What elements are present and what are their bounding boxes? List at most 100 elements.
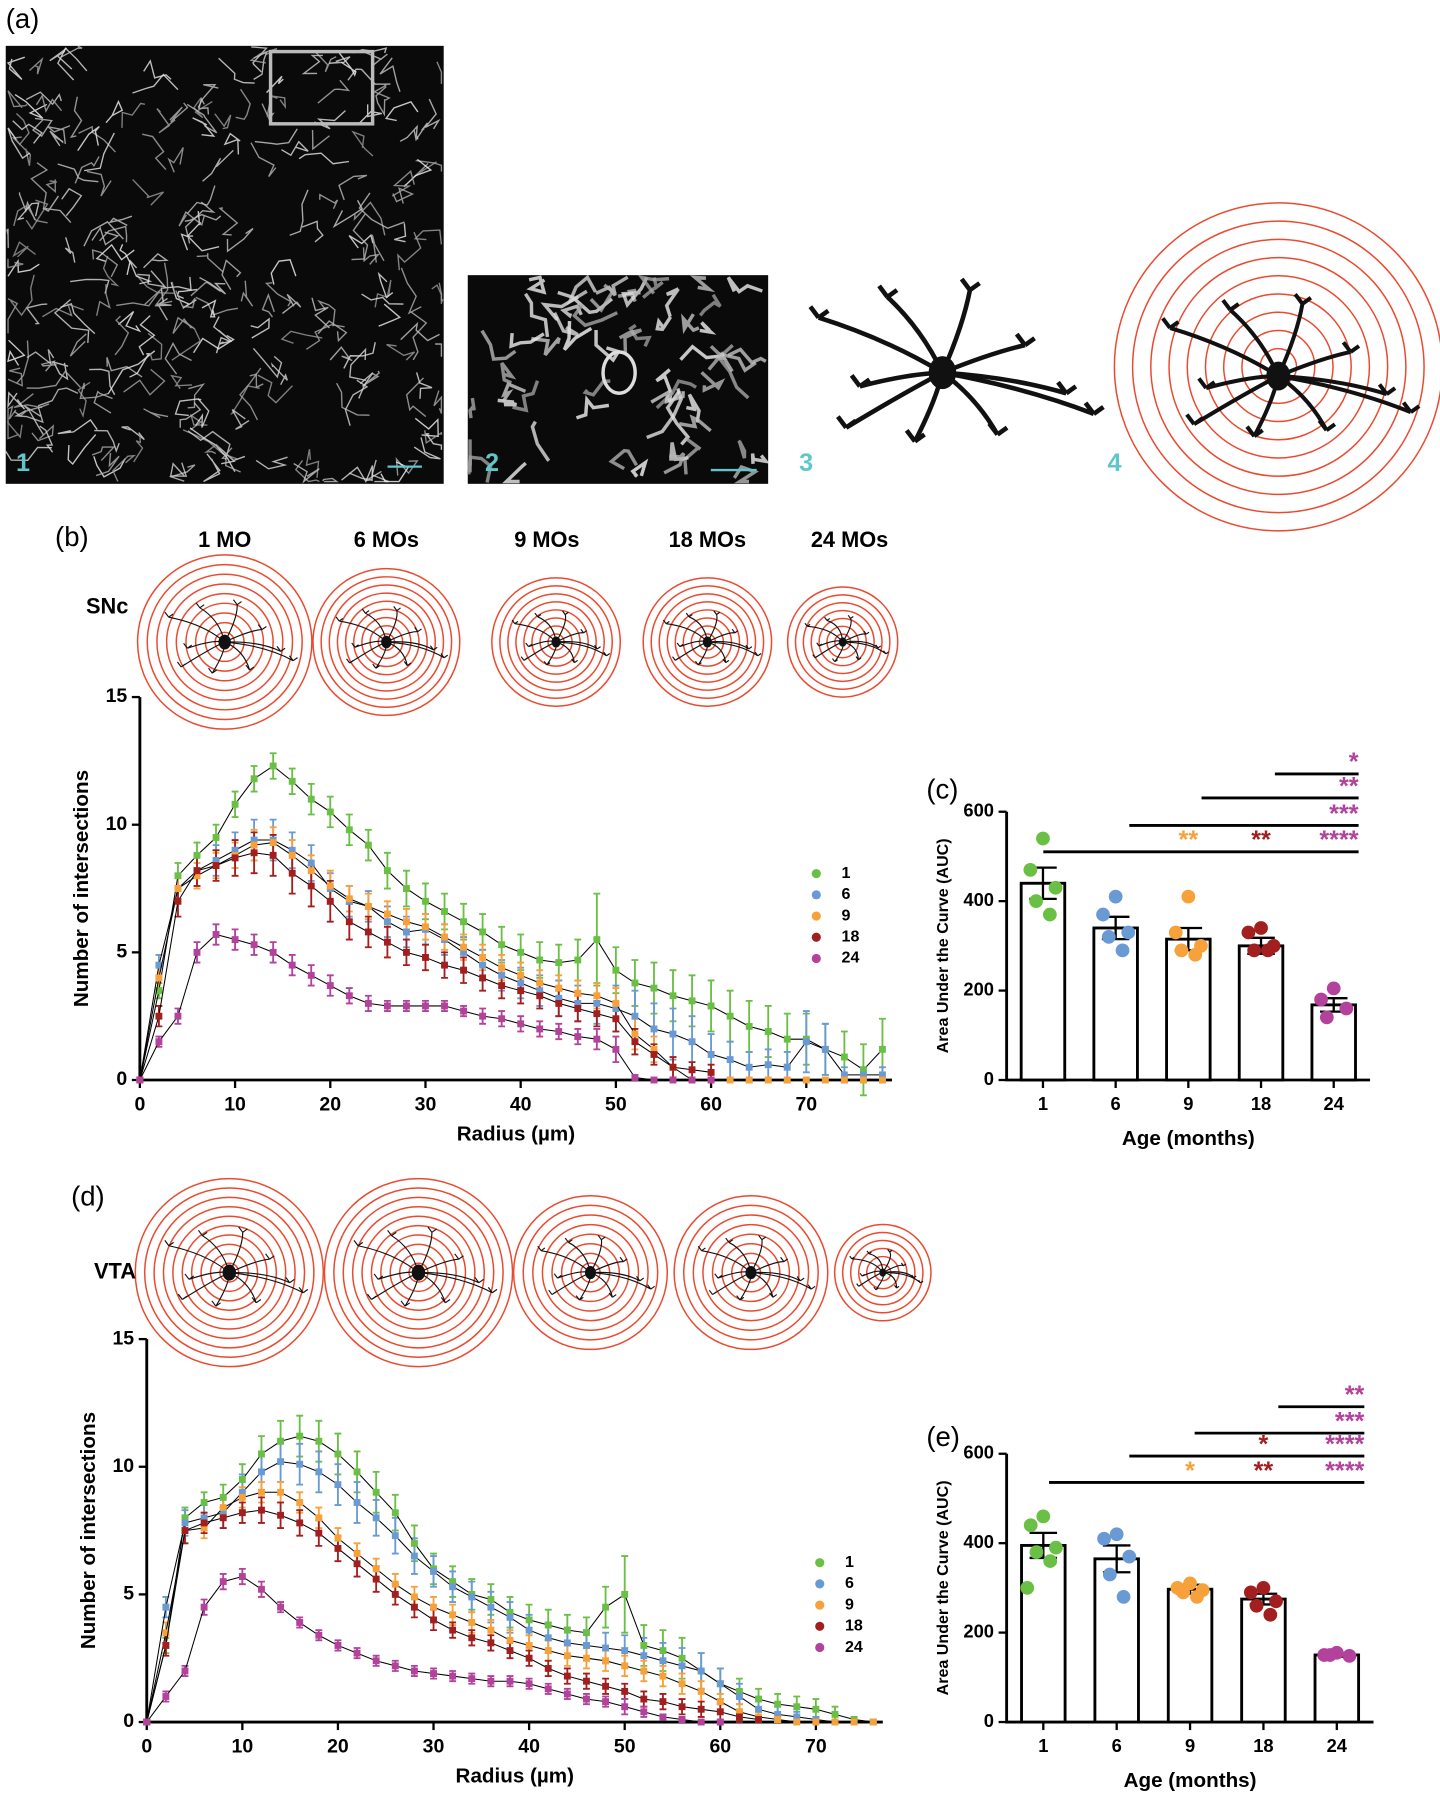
process <box>377 271 394 299</box>
bar <box>1092 926 1139 1082</box>
significance-label: ** <box>1339 772 1359 800</box>
legend-marker <box>811 869 821 879</box>
process <box>25 199 49 230</box>
data-point <box>774 1710 782 1718</box>
process <box>89 368 116 396</box>
process <box>49 47 73 70</box>
process <box>84 132 115 172</box>
data-point <box>212 857 220 864</box>
process <box>497 398 517 407</box>
process <box>239 367 262 421</box>
process <box>750 453 770 464</box>
data-point <box>544 1664 552 1672</box>
process <box>185 210 202 237</box>
process <box>683 437 702 475</box>
process <box>608 448 639 471</box>
process <box>281 140 309 157</box>
process <box>240 280 254 307</box>
legend-label: 18 <box>845 1617 863 1635</box>
sholl-ring <box>190 1234 268 1311</box>
data-point <box>353 1499 361 1506</box>
process <box>83 220 124 247</box>
data-point <box>678 1662 686 1670</box>
data-point <box>612 1045 620 1053</box>
data-point <box>1269 1594 1283 1609</box>
process <box>26 370 81 389</box>
data-point <box>621 1647 629 1654</box>
process <box>93 456 126 478</box>
process <box>7 405 17 424</box>
sholl-ring <box>351 1206 486 1340</box>
soma <box>928 356 957 390</box>
legend-label: 24 <box>842 949 860 967</box>
data-point <box>498 941 506 949</box>
bar <box>1019 881 1067 1082</box>
sholl-ring <box>175 592 274 692</box>
data-point <box>555 959 563 967</box>
process <box>171 320 202 361</box>
process <box>193 97 213 119</box>
process <box>433 390 443 414</box>
process <box>413 437 441 460</box>
sholl-ring <box>1186 275 1371 459</box>
process <box>250 317 270 339</box>
y-tick-label: 0 <box>116 1068 127 1090</box>
process <box>438 282 444 304</box>
process <box>361 293 404 305</box>
data-point <box>250 775 258 783</box>
process <box>372 84 391 101</box>
data-point <box>707 1068 715 1076</box>
process <box>386 343 416 361</box>
data-point <box>391 1509 399 1517</box>
process <box>226 227 254 253</box>
data-point <box>353 1550 361 1557</box>
process <box>30 162 49 210</box>
process <box>315 51 337 73</box>
process <box>116 289 162 307</box>
x-tick-label: 10 <box>231 1735 253 1757</box>
data-point <box>364 902 372 910</box>
x-axis-title: Age (months) <box>1122 1127 1255 1150</box>
data-point <box>391 1590 399 1598</box>
micrograph <box>467 275 769 484</box>
process <box>119 244 131 276</box>
data-point <box>334 1534 342 1542</box>
data-point <box>536 979 544 987</box>
data-point <box>449 1583 457 1591</box>
data-point <box>403 918 410 926</box>
sholl-ring <box>136 554 313 730</box>
soma <box>601 350 637 395</box>
process <box>221 259 242 290</box>
data-point <box>288 846 296 854</box>
sholl-ring <box>312 567 461 717</box>
process <box>170 374 192 390</box>
process <box>215 336 233 354</box>
process <box>621 276 649 309</box>
sholl-ring <box>523 609 589 675</box>
process <box>14 94 48 119</box>
data-point <box>193 867 201 875</box>
process <box>184 201 216 244</box>
data-point <box>277 1603 285 1611</box>
process <box>31 117 53 138</box>
sholl-ring <box>1113 202 1440 532</box>
process <box>250 142 277 177</box>
x-axis-title: Radius (µm) <box>457 1122 575 1145</box>
process <box>251 46 268 73</box>
process <box>95 453 120 477</box>
soma <box>702 636 712 648</box>
data-point <box>372 1657 380 1665</box>
process <box>681 313 700 335</box>
significance-label: ** <box>1254 1457 1274 1485</box>
process <box>641 277 664 299</box>
sholl-ring <box>162 1206 296 1340</box>
data-point <box>219 1578 227 1586</box>
sholl-ring <box>721 1243 781 1303</box>
data-point <box>174 897 182 905</box>
process <box>117 310 142 333</box>
process <box>197 84 219 109</box>
data-point <box>296 1460 304 1468</box>
sholl-ring <box>336 592 437 692</box>
data-point <box>326 882 334 890</box>
